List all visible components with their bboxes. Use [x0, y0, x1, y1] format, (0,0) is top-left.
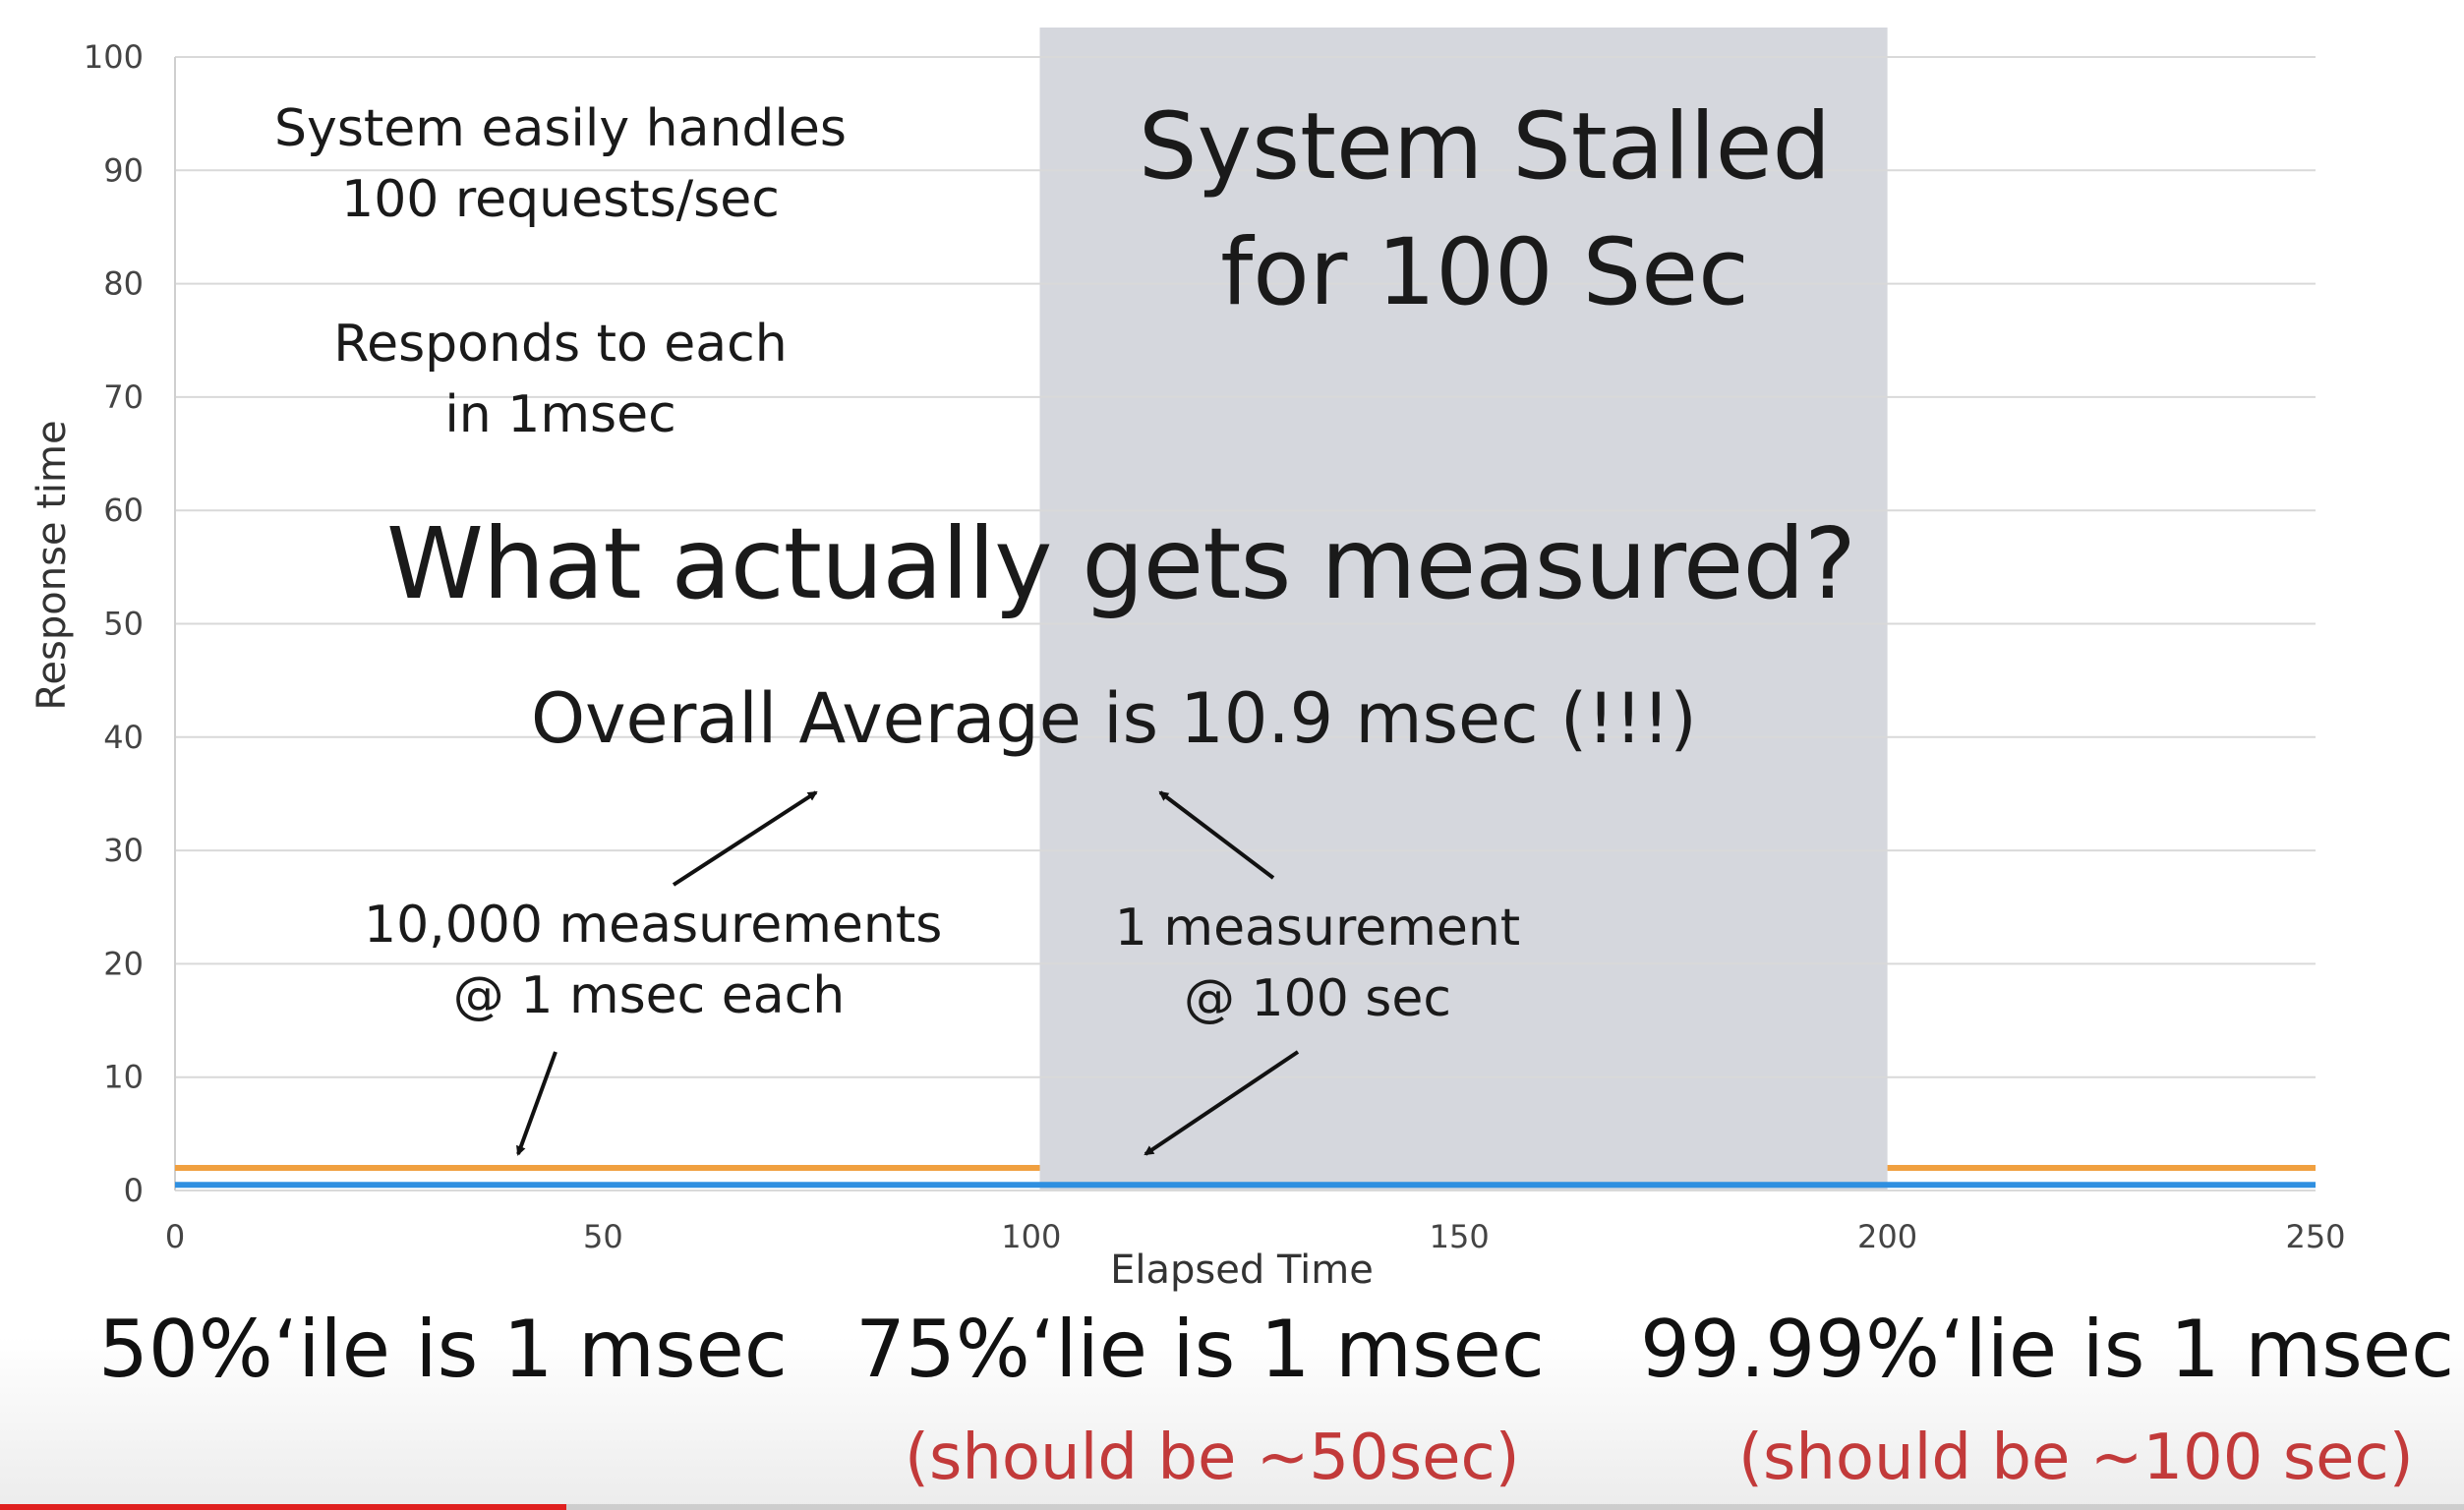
- percentile-75: 75%‘lie is 1 msec: [855, 1304, 1545, 1395]
- y-tick-label-80: 80: [103, 265, 144, 303]
- arrow-left-down: [516, 1051, 557, 1156]
- y-tick-label-30: 30: [103, 832, 144, 869]
- x-tick-label-100: 100: [1001, 1218, 1061, 1255]
- arrow-right-down: [1144, 1050, 1300, 1156]
- y-tick-label-90: 90: [103, 151, 144, 189]
- y-tick-label-70: 70: [103, 378, 144, 416]
- y-tick-labels: 0 10 20 30 40 50 60 70 80 90 100: [84, 38, 144, 1209]
- video-progress-fill: [0, 1504, 567, 1510]
- annotation-arrows: [516, 790, 1300, 1156]
- x-tick-label-0: 0: [165, 1218, 185, 1255]
- percentile-9999: 99.99%‘lie is 1 msec: [1640, 1304, 2455, 1395]
- percentile-50: 50%‘ile is 1 msec: [98, 1304, 788, 1395]
- y-tick-label-10: 10: [103, 1059, 144, 1096]
- bottom-gradient-band: [0, 1337, 2464, 1510]
- capacity-note-line-2: 100 requests/sec: [341, 170, 780, 229]
- arrow-right-up: [1158, 790, 1275, 880]
- latency-note-line-1: Responds to each: [333, 315, 788, 374]
- stall-shaded-region: [1039, 28, 1888, 1191]
- overall-average: Overall Average is 10.9 msec (!!!): [531, 678, 1697, 759]
- y-axis-title: Response time: [29, 420, 75, 710]
- stall-label-line-2: for 100 Sec: [1220, 219, 1749, 326]
- x-tick-labels: 0 50 100 150 200 250: [165, 1218, 2346, 1255]
- single-measurement-line-1: 1 measurement: [1114, 899, 1521, 958]
- x-axis-title: Elapsed Time: [1110, 1248, 1374, 1293]
- many-measurements-line-1: 10,000 measurements: [364, 896, 943, 955]
- many-measurements-line-2: @ 1 msec each: [452, 966, 846, 1025]
- arrow-left-up: [672, 790, 818, 887]
- headline: What actually gets measured?: [386, 506, 1856, 621]
- stall-shaded-region-layer: [1039, 28, 1888, 1191]
- series-lines: [175, 1164, 2316, 1189]
- percentile-9999-correction: (should be ~100 sec): [1738, 1422, 2414, 1494]
- x-tick-label-50: 50: [583, 1218, 623, 1255]
- y-tick-label-50: 50: [103, 606, 144, 643]
- stall-label-line-1: System Stalled: [1138, 93, 1832, 201]
- stall-label: System Stalled for 100 Sec: [1091, 85, 1878, 336]
- latency-note: Responds to each in 1msec: [315, 309, 806, 450]
- many-measurements-note: 10,000 measurements @ 1 msec each: [364, 890, 943, 1031]
- y-tick-label-60: 60: [103, 492, 144, 529]
- y-tick-label-100: 100: [84, 38, 144, 76]
- y-tick-label-0: 0: [124, 1172, 144, 1209]
- x-tick-label-150: 150: [1430, 1218, 1490, 1255]
- latency-note-line-2: in 1msec: [444, 385, 676, 444]
- capacity-note-line-1: System easily handles: [274, 99, 847, 158]
- single-measurement-line-2: @ 100 sec: [1184, 969, 1451, 1028]
- capacity-note: System easily handles 100 requests/sec: [265, 93, 855, 235]
- x-tick-label-200: 200: [1857, 1218, 1917, 1255]
- percentile-75-correction: (should be ~50sec): [905, 1422, 1520, 1494]
- gridlines: [174, 56, 2316, 1191]
- video-progress-bar[interactable]: [0, 1504, 2464, 1510]
- y-tick-label-20: 20: [103, 945, 144, 982]
- single-measurement-note: 1 measurement @ 100 sec: [1082, 893, 1554, 1034]
- x-tick-label-250: 250: [2285, 1218, 2345, 1255]
- y-tick-label-40: 40: [103, 719, 144, 756]
